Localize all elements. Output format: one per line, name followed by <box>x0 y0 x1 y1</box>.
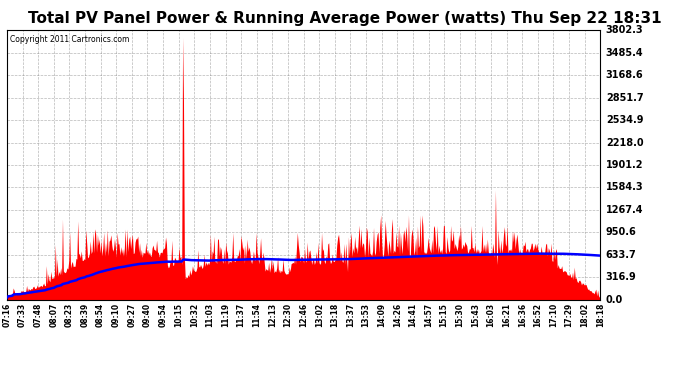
Text: 3168.6: 3168.6 <box>606 70 644 80</box>
Text: 950.6: 950.6 <box>606 228 637 237</box>
Text: 1584.3: 1584.3 <box>606 183 644 192</box>
Text: Total PV Panel Power & Running Average Power (watts) Thu Sep 22 18:31: Total PV Panel Power & Running Average P… <box>28 11 662 26</box>
Text: 0.0: 0.0 <box>606 295 623 305</box>
Text: 2534.9: 2534.9 <box>606 115 643 125</box>
Text: 3802.3: 3802.3 <box>606 25 644 35</box>
Text: 2851.7: 2851.7 <box>606 93 644 102</box>
Text: 1901.2: 1901.2 <box>606 160 643 170</box>
Text: 3485.4: 3485.4 <box>606 48 644 57</box>
Text: 1267.4: 1267.4 <box>606 205 643 215</box>
Text: 2218.0: 2218.0 <box>606 138 644 147</box>
Text: Copyright 2011 Cartronics.com: Copyright 2011 Cartronics.com <box>10 35 129 44</box>
Text: 316.9: 316.9 <box>606 273 637 282</box>
Text: 633.7: 633.7 <box>606 250 637 260</box>
